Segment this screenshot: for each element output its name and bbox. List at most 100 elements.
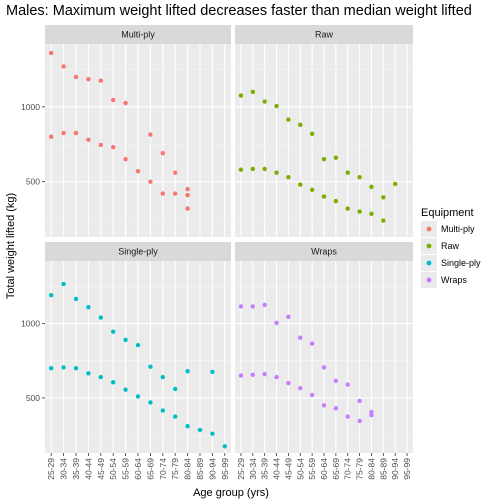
median-point (197, 427, 203, 433)
x-tick-label: 35-39 (71, 458, 81, 480)
panel-multi-ply: Multi-ply 500 1000 (21, 25, 231, 237)
median-point (321, 194, 327, 199)
median-point (185, 424, 190, 429)
extra-point (185, 206, 190, 211)
median-point (73, 365, 79, 371)
x-tick-label: 85-89 (195, 458, 205, 480)
strip-label: Multi-ply (121, 30, 155, 40)
median-point (262, 166, 267, 172)
x-tick-label: 65-69 (145, 458, 155, 480)
median-point (238, 167, 244, 172)
x-tick-label: 90-94 (207, 458, 217, 480)
max-point (298, 335, 303, 340)
max-point (274, 320, 279, 325)
max-point (73, 74, 79, 80)
max-point (333, 378, 339, 384)
strip-background (235, 25, 413, 44)
x-tick-label: 25-29 (46, 458, 56, 480)
median-point (111, 380, 116, 385)
median-point (173, 414, 178, 419)
max-point (321, 157, 327, 162)
max-point (262, 302, 267, 308)
max-point (98, 78, 104, 83)
max-point (298, 122, 303, 127)
max-point (61, 281, 66, 287)
panel-single-ply: Single-ply 500 1000 25-29 30-34 35-39 40-44 45-… (21, 242, 231, 480)
y-tick-label: 500 (26, 177, 40, 187)
median-point (49, 365, 54, 371)
max-point (286, 117, 291, 122)
y-tick-label: 1000 (21, 102, 40, 112)
x-tick-label: 45-49 (96, 458, 106, 480)
legend-key-point (426, 260, 432, 266)
max-point (238, 93, 244, 98)
median-point (61, 130, 66, 136)
median-point (333, 406, 339, 411)
legend-key-point (426, 243, 432, 249)
strip-label: Single-ply (118, 247, 158, 257)
median-point (274, 374, 279, 380)
median-point (160, 191, 165, 196)
median-point (73, 130, 79, 136)
median-point (345, 206, 350, 211)
median-point (357, 209, 362, 214)
median-point (98, 142, 104, 148)
median-point (135, 394, 141, 399)
x-tick-label: 40-44 (272, 458, 282, 480)
strip-label: Wraps (311, 247, 337, 257)
median-point (61, 365, 66, 370)
max-point (286, 314, 291, 320)
median-point (298, 182, 303, 187)
x-tick-label: 70-74 (158, 458, 168, 480)
median-point (135, 168, 141, 174)
chart-title: Males: Maximum weight lifted decreases f… (6, 3, 472, 19)
max-point (61, 64, 66, 69)
median-point (333, 198, 339, 204)
max-point (173, 170, 178, 175)
median-point (262, 371, 267, 377)
strip-background (45, 25, 231, 44)
x-axis-title: Age group (yrs) (193, 487, 269, 499)
median-point (321, 403, 327, 408)
max-point (185, 186, 190, 192)
legend-key-point (426, 226, 432, 232)
max-point (393, 181, 398, 187)
x-tick-label: 25-29 (236, 458, 246, 480)
median-point (238, 373, 244, 378)
max-point (345, 170, 350, 175)
max-point (210, 369, 215, 375)
x-tick-label: 70-74 (343, 458, 353, 480)
strip-background (45, 242, 231, 261)
median-point (148, 400, 153, 405)
x-tick-label: 30-34 (59, 458, 69, 480)
legend-item-wraps: Wraps (421, 272, 467, 288)
median-point (123, 157, 128, 162)
max-point (123, 337, 128, 343)
x-tick-label: 60-64 (319, 458, 329, 480)
max-point (111, 329, 116, 334)
max-point (148, 132, 153, 137)
legend: Equipment Multi-ply Raw Single-ply Wraps (421, 207, 481, 288)
y-tick-label: 1000 (21, 319, 40, 329)
median-point (148, 179, 153, 184)
strip-label: Raw (315, 30, 334, 40)
median-point (160, 408, 165, 413)
median-point (309, 392, 315, 398)
median-point (286, 380, 291, 386)
x-tick-label: 60-64 (133, 458, 143, 480)
median-point (111, 145, 116, 150)
median-point (250, 372, 255, 378)
legend-title: Equipment (421, 207, 474, 219)
x-tick-label: 90-94 (390, 458, 400, 480)
median-point (250, 166, 255, 172)
median-point (49, 134, 54, 139)
median-point (86, 137, 91, 142)
max-point (86, 304, 91, 310)
median-point (286, 174, 291, 180)
x-tick-label: 65-69 (331, 458, 341, 480)
x-tick-label: 80-84 (183, 458, 193, 480)
max-point (135, 342, 141, 348)
x-tick-label: 45-49 (283, 458, 293, 480)
max-point (160, 151, 165, 156)
